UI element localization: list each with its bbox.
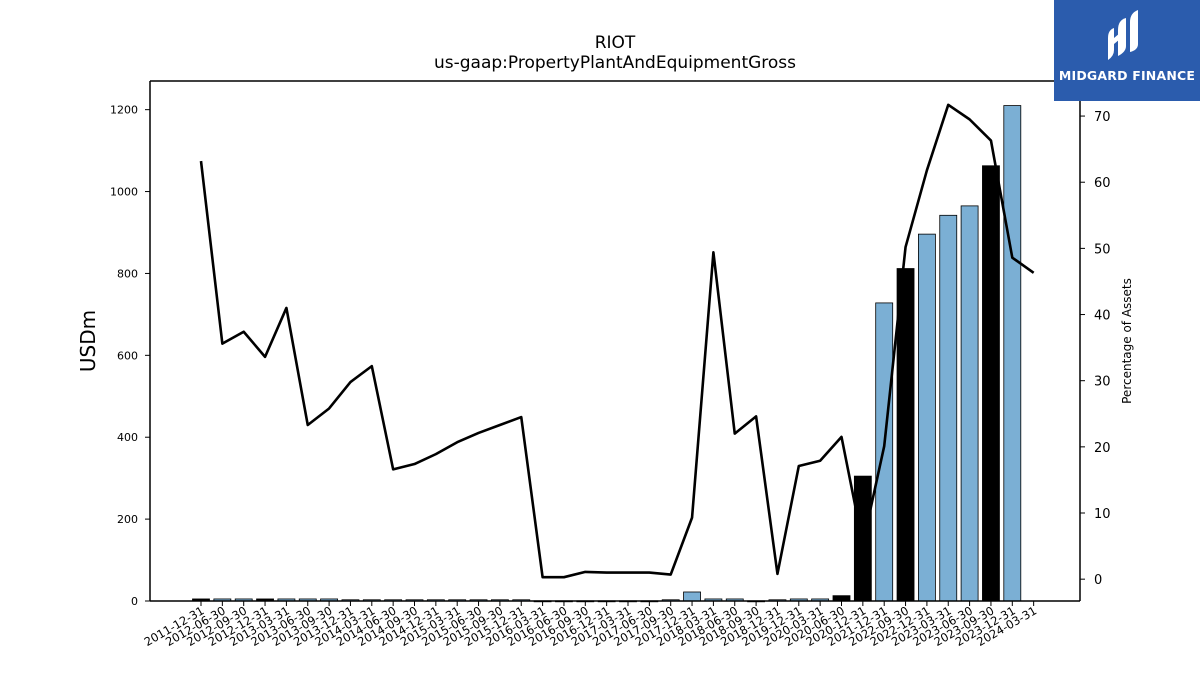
y-tick-label: 1000 bbox=[110, 186, 138, 199]
logo-icon bbox=[1108, 10, 1138, 60]
y2-tick-label: 30 bbox=[1094, 375, 1111, 390]
percentage-line bbox=[199, 103, 1035, 579]
y-tick-label: 200 bbox=[117, 513, 138, 526]
y-axis-label: USDm bbox=[76, 310, 100, 372]
chart-title: RIOT bbox=[594, 33, 636, 53]
y2-tick-label: 60 bbox=[1094, 176, 1111, 191]
x-axis-ticks: 2011-12-312012-06-302012-09-302012-12-31… bbox=[142, 601, 1039, 649]
y-tick-label: 400 bbox=[117, 431, 138, 444]
left-axis-ticks: 0 200 400 600 800 1000 1200 bbox=[110, 104, 150, 608]
y-tick-label: 600 bbox=[117, 349, 138, 362]
y2-tick-label: 40 bbox=[1094, 309, 1111, 324]
y-tick-label: 1200 bbox=[110, 104, 138, 117]
logo-text: MIDGARD FINANCE bbox=[1058, 68, 1196, 83]
y2-tick-label: 50 bbox=[1094, 242, 1111, 257]
right-axis-ticks: 0 10 20 30 40 50 60 70 bbox=[1080, 110, 1111, 588]
bar bbox=[918, 233, 936, 602]
bar bbox=[939, 214, 958, 602]
bar bbox=[960, 205, 979, 602]
bar bbox=[1003, 105, 1022, 602]
y2-tick-label: 10 bbox=[1094, 507, 1111, 522]
y2-tick-label: 0 bbox=[1094, 573, 1102, 588]
y-tick-label: 0 bbox=[131, 595, 138, 608]
y2-tick-label: 70 bbox=[1094, 110, 1111, 125]
y-tick-label: 800 bbox=[117, 267, 138, 280]
bar bbox=[896, 268, 915, 602]
line-series bbox=[199, 103, 1035, 579]
chart-subtitle: us-gaap:PropertyPlantAndEquipmentGross bbox=[433, 53, 797, 73]
bar bbox=[683, 591, 701, 602]
logo: MIDGARD FINANCE bbox=[1054, 0, 1200, 101]
y2-axis-label: Percentage of Assets bbox=[1120, 278, 1134, 404]
bar bbox=[982, 165, 1000, 602]
y2-tick-label: 20 bbox=[1094, 441, 1111, 456]
bar-series bbox=[192, 105, 1022, 603]
bar bbox=[832, 595, 851, 602]
axes bbox=[149, 80, 1081, 602]
